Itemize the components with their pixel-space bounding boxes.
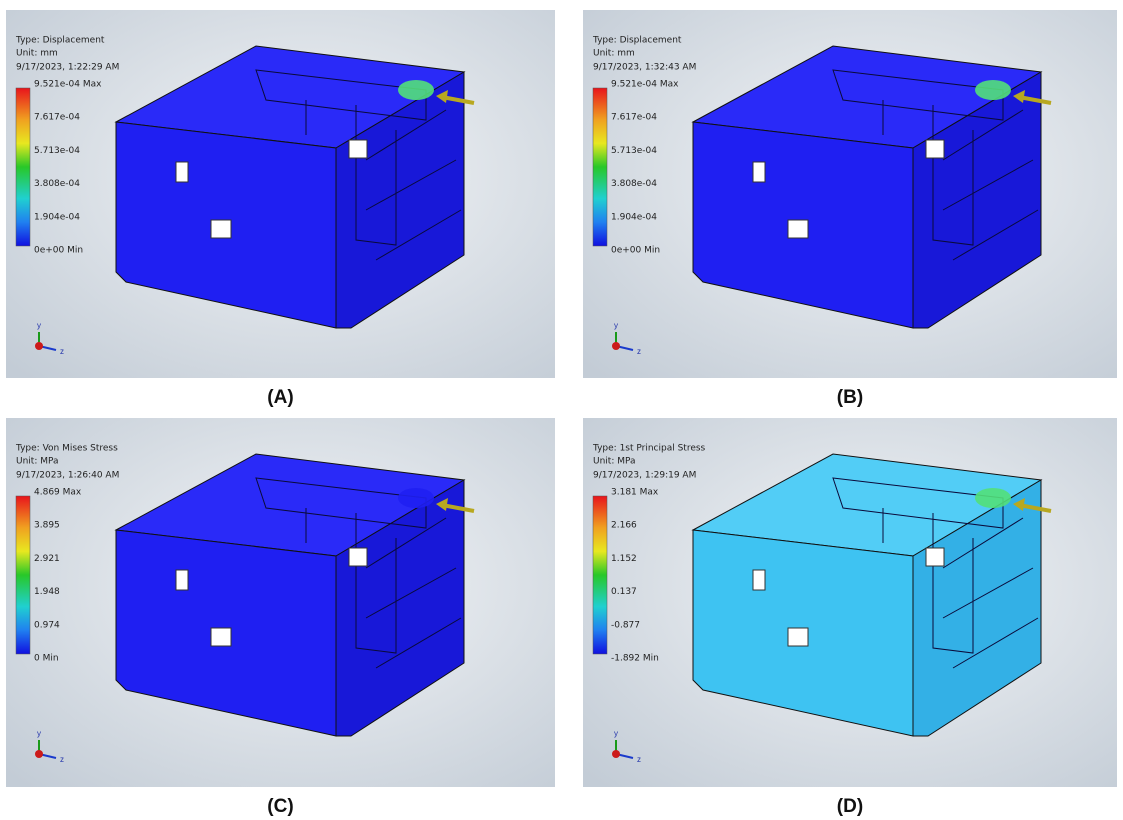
triad-label: z [637, 755, 641, 764]
colorbar-label: -1.892 Min [611, 654, 659, 664]
colorbar-label: 0e+00 Min [611, 246, 660, 256]
triad-x [612, 750, 620, 758]
result-panel: Type: Displacement Unit: mm 9/17/2023, 1:3… [583, 10, 1117, 378]
result-date: 9/17/2023, 1:22:29 AM [16, 63, 119, 73]
label-plate [753, 570, 765, 590]
panel-caption: (B) [837, 387, 863, 408]
figure: Type: Displacement Unit: mm 9/17/2023, 1:2… [0, 0, 1123, 820]
result-type: Type: Displacement [15, 36, 105, 46]
colorbar-label: 2.166 [611, 521, 637, 531]
colorbar-label: 5.713e-04 [611, 146, 657, 156]
triad-label: z [60, 755, 64, 764]
colorbar-label: 0.137 [611, 587, 637, 597]
triad-label: y [37, 729, 41, 738]
colorbar-label: 5.713e-04 [34, 146, 80, 156]
colorbar [593, 496, 607, 654]
hotspot [398, 488, 434, 508]
panel-caption: (A) [267, 387, 293, 408]
label-plate [176, 570, 188, 590]
triad-label: z [60, 347, 64, 356]
triad-label: y [37, 321, 41, 330]
result-panel: Type: Von Mises Stress Unit: MPa 9/17/2023… [6, 418, 555, 787]
colorbar-label: -0.877 [611, 620, 640, 630]
colorbar-label: 0.974 [34, 620, 60, 630]
result-panel: Type: 1st Principal Stress Unit: MPa 9/17/… [583, 418, 1117, 787]
colorbar-label: 3.181 Max [611, 488, 659, 498]
colorbar-label: 3.808e-04 [34, 179, 80, 189]
colorbar-label: 4.869 Max [34, 488, 82, 498]
label-plate [176, 162, 188, 182]
colorbar-label: 3.808e-04 [611, 179, 657, 189]
label-plate [349, 140, 367, 158]
result-date: 9/17/2023, 1:26:40 AM [16, 471, 119, 481]
panel-caption: (D) [837, 796, 863, 817]
colorbar-label: 2.921 [34, 554, 60, 564]
result-unit: Unit: MPa [593, 457, 636, 467]
result-unit: Unit: MPa [16, 457, 59, 467]
hotspot [975, 80, 1011, 100]
colorbar-label: 1.152 [611, 554, 637, 564]
label-plate [926, 548, 944, 566]
hotspot [398, 80, 434, 100]
colorbar [593, 88, 607, 246]
label-plate [788, 628, 808, 646]
colorbar-label: 7.617e-04 [34, 113, 80, 123]
colorbar-label: 9.521e-04 Max [34, 80, 102, 90]
label-plate [211, 220, 231, 238]
result-unit: Unit: mm [16, 49, 58, 59]
result-panel: Type: Displacement Unit: mm 9/17/2023, 1:2… [6, 10, 555, 378]
result-type: Type: Von Mises Stress [15, 444, 118, 454]
panel-caption: (C) [267, 796, 293, 817]
triad-label: z [637, 347, 641, 356]
colorbar-label: 1.948 [34, 587, 60, 597]
colorbar-label: 1.904e-04 [611, 212, 657, 222]
colorbar-label: 0e+00 Min [34, 246, 83, 256]
result-date: 9/17/2023, 1:29:19 AM [593, 471, 696, 481]
label-plate [211, 628, 231, 646]
colorbar-label: 1.904e-04 [34, 212, 80, 222]
triad-label: y [614, 321, 618, 330]
colorbar-label: 0 Min [34, 654, 59, 664]
triad-x [35, 750, 43, 758]
label-plate [788, 220, 808, 238]
label-plate [349, 548, 367, 566]
label-plate [753, 162, 765, 182]
triad-label: y [614, 729, 618, 738]
result-unit: Unit: mm [593, 49, 635, 59]
colorbar-label: 3.895 [34, 521, 60, 531]
result-date: 9/17/2023, 1:32:43 AM [593, 63, 696, 73]
colorbar [16, 88, 30, 246]
result-type: Type: Displacement [592, 36, 682, 46]
hotspot [975, 488, 1011, 508]
triad-x [612, 342, 620, 350]
colorbar-label: 9.521e-04 Max [611, 80, 679, 90]
result-type: Type: 1st Principal Stress [592, 444, 706, 454]
label-plate [926, 140, 944, 158]
triad-x [35, 342, 43, 350]
colorbar [16, 496, 30, 654]
colorbar-label: 7.617e-04 [611, 113, 657, 123]
